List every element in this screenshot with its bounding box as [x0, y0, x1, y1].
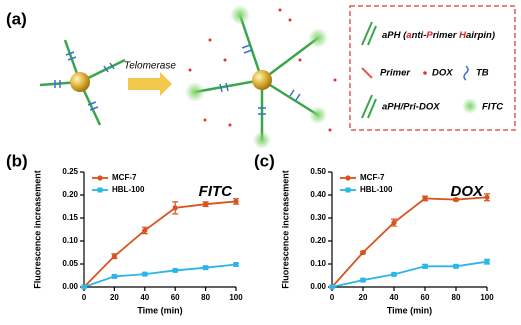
x-tick-label: 60 — [171, 293, 180, 302]
legend-label: MCF-7 — [360, 173, 385, 182]
marker — [203, 201, 209, 207]
legend-fitc: FITC — [482, 102, 503, 113]
marker — [203, 265, 209, 271]
marker — [453, 197, 459, 203]
x-tick-label: 0 — [330, 293, 335, 302]
y-tick-label: 0.50 — [310, 167, 326, 176]
marker — [142, 227, 148, 234]
arrow — [128, 72, 172, 96]
series-line — [331, 260, 488, 288]
annotation: FITC — [199, 183, 233, 200]
legend-label: HBL-100 — [112, 185, 145, 194]
y-axis-label: Fluorescence increasement — [32, 170, 42, 289]
marker — [81, 284, 87, 290]
marker — [233, 261, 239, 267]
legend-icons — [361, 21, 478, 119]
y-tick-label: 0.15 — [62, 213, 78, 222]
y-tick-label: 0.00 — [310, 282, 326, 291]
legend-marker — [97, 175, 103, 181]
y-tick-label: 0.40 — [310, 190, 326, 199]
annotation: DOX — [450, 183, 484, 200]
x-tick-label: 40 — [390, 293, 399, 302]
marker — [484, 194, 490, 200]
y-tick-label: 0.00 — [62, 282, 78, 291]
panel-label: (a) — [6, 9, 27, 28]
marker — [453, 263, 459, 269]
y-tick-label: 0.05 — [62, 259, 78, 268]
x-tick-label: 0 — [82, 293, 87, 302]
panel-label: (b) — [6, 151, 28, 170]
marker — [111, 273, 117, 279]
series-line — [331, 196, 488, 288]
marker — [172, 267, 178, 273]
y-tick-label: 0.30 — [310, 213, 326, 222]
marker — [360, 249, 366, 256]
legend-dox: DOX — [432, 68, 453, 79]
marker — [142, 271, 148, 277]
legend-marker — [345, 187, 351, 193]
x-tick-label: 80 — [452, 293, 461, 302]
marker — [111, 253, 117, 259]
legend-marker — [97, 187, 103, 193]
series-line — [83, 263, 237, 288]
x-axis-label: Time (min) — [387, 305, 432, 315]
legend-marker — [345, 175, 351, 181]
x-axis-label: Time (min) — [137, 305, 182, 315]
x-tick-label: 100 — [480, 293, 494, 302]
x-tick-label: 80 — [201, 293, 210, 302]
legend-primer: Primer — [380, 68, 411, 79]
y-axis-label: Fluorescence increasement — [280, 170, 290, 289]
legend-aph: aPH (anti-Primer Hairpin) — [382, 30, 495, 41]
left-structure — [39, 39, 126, 126]
marker — [329, 284, 335, 290]
marker — [391, 271, 397, 277]
x-tick-label: 20 — [359, 293, 368, 302]
y-tick-label: 0.25 — [62, 167, 78, 176]
marker — [391, 220, 397, 226]
legend-label: HBL-100 — [360, 185, 393, 194]
y-tick-label: 0.20 — [62, 190, 78, 199]
y-tick-label: 0.10 — [62, 236, 78, 245]
panel-label: (c) — [254, 151, 275, 170]
marker — [360, 277, 366, 283]
legend-complex: aPH/Pri-DOX — [382, 102, 440, 113]
y-tick-label: 0.10 — [310, 259, 326, 268]
legend-tb: TB — [476, 68, 489, 79]
marker — [484, 259, 490, 265]
marker — [172, 205, 178, 211]
x-tick-label: 60 — [421, 293, 430, 302]
x-tick-label: 40 — [140, 293, 149, 302]
marker — [422, 263, 428, 269]
x-tick-label: 100 — [229, 293, 243, 302]
legend-label: MCF-7 — [112, 173, 137, 182]
marker — [422, 195, 428, 202]
series-line — [83, 200, 237, 288]
y-tick-label: 0.20 — [310, 236, 326, 245]
marker — [233, 198, 239, 205]
x-tick-label: 20 — [110, 293, 119, 302]
right-structure — [185, 5, 337, 149]
arrow-label: Telomerase — [124, 61, 176, 72]
legend-box — [349, 5, 516, 131]
